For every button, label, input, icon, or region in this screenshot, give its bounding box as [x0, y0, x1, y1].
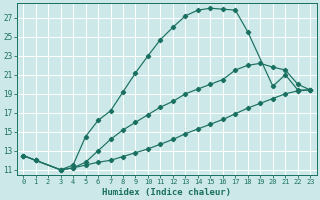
X-axis label: Humidex (Indice chaleur): Humidex (Indice chaleur) [102, 188, 231, 197]
